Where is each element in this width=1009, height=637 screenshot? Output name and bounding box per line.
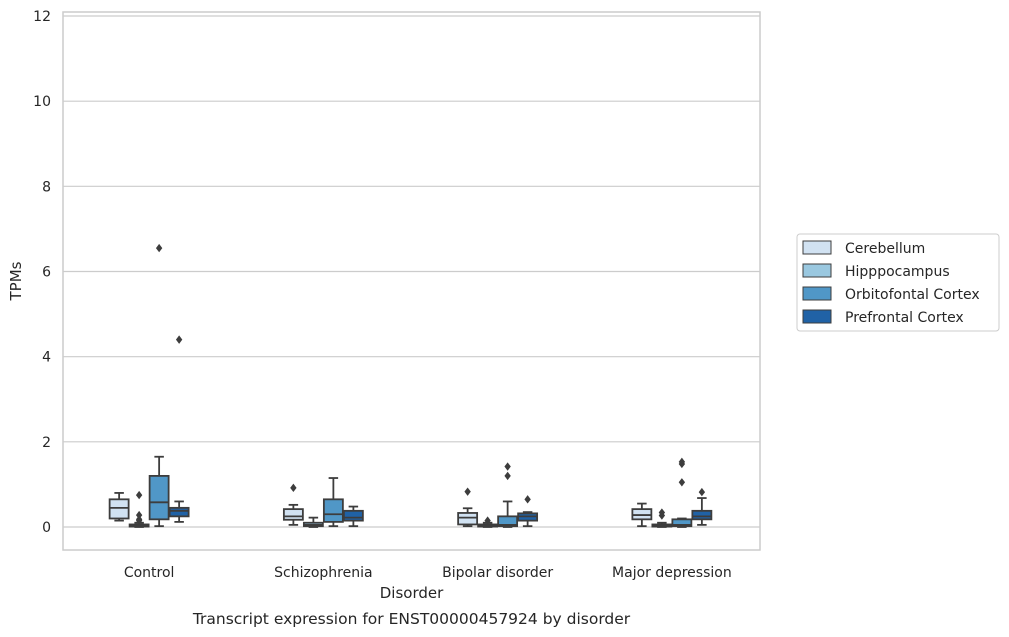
box-prefrontal-cortex <box>517 495 539 528</box>
outlier-point <box>504 462 511 471</box>
box <box>671 518 693 528</box>
x-tick-label: Bipolar disorder <box>442 565 553 581</box>
box <box>691 509 713 521</box>
box-orbitofontal-cortex <box>497 462 519 528</box>
outlier-point <box>175 335 183 344</box>
y-tick-label: 0 <box>42 520 51 536</box>
box <box>342 509 364 522</box>
outlier-point <box>678 457 686 467</box>
box <box>282 508 304 521</box>
legend-swatch <box>802 309 832 324</box>
box <box>322 498 344 523</box>
box-orbitofontal-cortex <box>671 457 693 528</box>
box-orbitofontal-cortex <box>322 477 344 528</box>
legend-label: Prefrontal Cortex <box>845 310 964 326</box>
outlier-point <box>484 516 491 525</box>
outlier-point <box>155 243 163 253</box>
box <box>108 498 130 520</box>
box <box>497 515 519 528</box>
x-axis-label: Disorder <box>380 584 444 602</box>
box-cerebellum <box>108 492 130 522</box>
y-axis-label: TPMs <box>7 261 25 301</box>
box-groups <box>108 243 713 528</box>
x-tick-label: Schizophrenia <box>274 565 372 581</box>
legend: Cerebellum Hipppocampus Orbitofontal Corte… <box>796 233 1000 332</box>
outlier-point <box>698 487 706 497</box>
box-orbitofontal-cortex <box>148 243 170 528</box>
box-prefrontal-cortex <box>691 487 713 526</box>
outlier-point <box>678 478 686 487</box>
box-prefrontal-cortex <box>168 335 190 523</box>
y-tick-label: 4 <box>42 350 51 366</box>
legend-swatch <box>802 286 832 301</box>
x-tick-label: Control <box>124 565 175 581</box>
outlier-point <box>504 471 511 481</box>
legend-swatch <box>802 240 832 255</box>
box <box>168 506 190 518</box>
outlier-point <box>524 495 531 504</box>
plot-frame <box>62 11 761 551</box>
box-cerebellum <box>631 502 653 528</box>
box-hipppocampus <box>651 508 673 528</box>
outlier-point <box>464 487 471 496</box>
box <box>148 474 170 521</box>
box-prefrontal-cortex <box>342 505 364 528</box>
outlier-point <box>658 508 666 517</box>
outlier-point <box>290 483 297 493</box>
x-tick-label: Major depression <box>612 565 732 581</box>
box-hipppocampus <box>128 490 150 528</box>
legend-label: Hipppocampus <box>845 264 950 280</box>
figure-caption: Transcript expression for ENST0000045792… <box>192 610 631 628</box>
outlier-point <box>135 510 143 520</box>
x-tick-labels: Control Schizophrenia Bipolar disorder Majo… <box>124 565 732 581</box>
y-tick-label: 10 <box>33 94 51 110</box>
y-tick-label: 8 <box>42 179 51 195</box>
box-cerebellum <box>457 487 479 528</box>
y-tick-label: 12 <box>33 9 51 25</box>
y-tick-label: 2 <box>42 435 51 451</box>
outlier-point <box>135 515 143 524</box>
legend-label: Orbitofontal Cortex <box>845 287 980 303</box>
box <box>457 512 479 526</box>
grid-lines <box>63 15 760 528</box>
legend-swatch <box>802 263 832 278</box>
y-tick-label: 6 <box>42 265 51 281</box>
y-tick-labels: 0 2 4 6 8 10 12 <box>33 9 51 536</box>
legend-frame <box>796 233 1000 332</box>
box-hipppocampus <box>302 516 324 528</box>
outlier-point <box>135 490 143 500</box>
box-cerebellum <box>282 483 304 526</box>
box-hipppocampus <box>477 516 499 528</box>
legend-label: Cerebellum <box>845 241 925 257</box>
